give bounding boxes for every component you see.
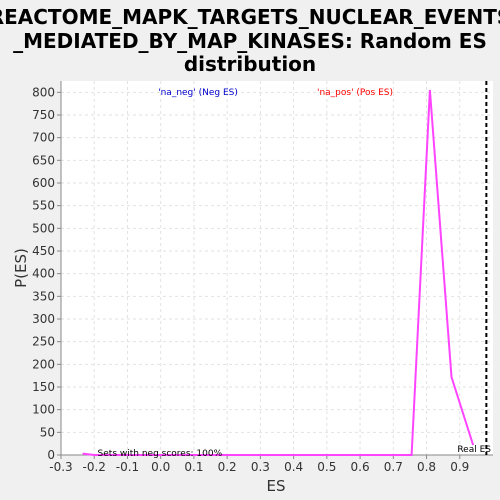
y-tick-label: 650 <box>32 153 55 167</box>
y-tick-label: 550 <box>32 199 55 213</box>
y-tick-label: 450 <box>32 244 55 258</box>
chart-title-line-1: REACTOME_MAPK_TARGETS_NUCLEAR_EVENTS <box>0 5 500 29</box>
y-tick-label: 700 <box>32 131 55 145</box>
series-layer <box>82 90 475 456</box>
y-tick-label: 200 <box>32 357 55 371</box>
y-tick-label: 600 <box>32 176 55 190</box>
y-tick-label: 300 <box>32 312 55 326</box>
legend-pos: 'na_pos' (Pos ES) <box>317 88 393 98</box>
x-tick-label: 0.3 <box>251 460 270 474</box>
sets-neg-scores-text: Sets with neg scores: 100% <box>98 449 223 459</box>
x-tick-label: 0.8 <box>417 460 436 474</box>
y-tick-label: 50 <box>40 425 55 439</box>
chart-title-line-2: _MEDIATED_BY_MAP_KINASES: Random ES <box>13 29 487 53</box>
chart-title-line-3: distribution <box>184 52 316 76</box>
x-tick-label: 0.7 <box>384 460 403 474</box>
y-tick-label: 250 <box>32 335 55 349</box>
legend-neg: 'na_neg' (Neg ES) <box>158 88 238 98</box>
y-tick-label: 100 <box>32 403 55 417</box>
x-tick-label: -0.3 <box>49 460 72 474</box>
x-tick-label: 0.2 <box>218 460 237 474</box>
y-axis-label: P(ES) <box>12 248 30 288</box>
series-line-0 <box>82 90 475 456</box>
x-tick-label: 0.0 <box>151 460 170 474</box>
x-tick-label: 0.9 <box>450 460 469 474</box>
y-tick-label: 400 <box>32 267 55 281</box>
x-axis-label: ES <box>267 477 286 495</box>
y-tick-labels: 0 50 100 150 200 250 300 350 400 450 500 550 600 650 7… <box>32 85 55 462</box>
x-tick-label: -0.2 <box>83 460 106 474</box>
y-tick-label: 150 <box>32 380 55 394</box>
x-tick-label: 0.4 <box>284 460 303 474</box>
legend: 'na_neg' (Neg ES) 'na_pos' (Pos ES) <box>158 88 393 98</box>
y-tick-label: 350 <box>32 289 55 303</box>
y-tick-label: 800 <box>32 85 55 99</box>
real-es-label: Real ES <box>457 445 491 455</box>
chart-title: REACTOME_MAPK_TARGETS_NUCLEAR_EVENTS _ME… <box>0 5 500 76</box>
x-tick-label: -0.1 <box>116 460 139 474</box>
x-tick-label: 0.5 <box>317 460 336 474</box>
y-tick-label: 500 <box>32 221 55 235</box>
x-tick-labels: -0.3 -0.2 -0.1 0.0 0.1 0.2 0.3 0.4 0.5 0.6 0.7 0.8 0… <box>49 460 469 474</box>
grid <box>60 81 493 456</box>
y-tick-label: 0 <box>47 448 55 462</box>
y-tick-label: 750 <box>32 108 55 122</box>
x-tick-label: 0.1 <box>184 460 203 474</box>
x-tick-label: 0.6 <box>351 460 370 474</box>
